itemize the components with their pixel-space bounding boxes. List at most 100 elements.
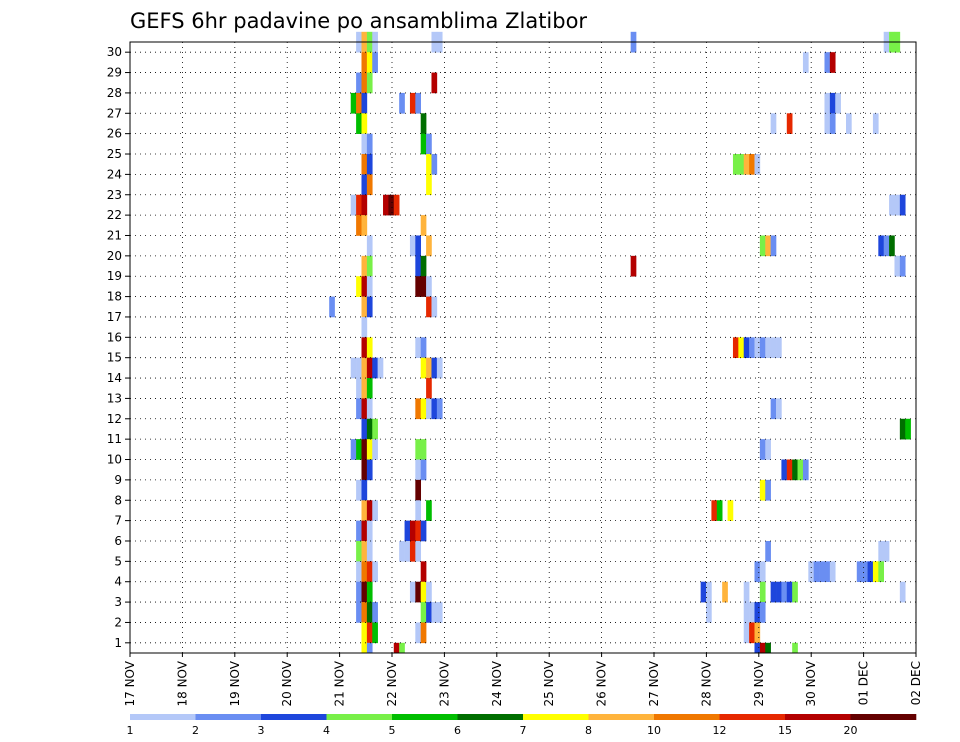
heatmap-cell: [350, 194, 357, 216]
x-axis-ticks: 17 NOV 18 NOV 19 NOV 20 NOV 21 NOV 22 NOV 23 N…: [123, 653, 923, 707]
colorbar-swatch: [195, 714, 262, 720]
heatmap-cell: [356, 439, 362, 460]
heatmap-cell: [361, 500, 368, 521]
heatmap-cell: [409, 520, 416, 542]
colorbar-swatch: [588, 714, 655, 720]
heatmap-cell: [366, 439, 373, 460]
heatmap-cell: [361, 296, 368, 318]
heatmap-cell: [356, 215, 362, 236]
heatmap-cell: [824, 113, 831, 134]
heatmap-cell: [372, 500, 378, 521]
heatmap-cell: [415, 235, 422, 257]
heatmap-cell: [426, 276, 432, 297]
heatmap-cell: [738, 337, 745, 358]
heatmap-cell: [366, 133, 373, 155]
heatmap-cell: [420, 398, 427, 420]
y-tick-label: 14: [107, 371, 122, 385]
colorbar-label: 8: [585, 724, 592, 737]
y-tick-label: 26: [107, 127, 122, 141]
heatmap-cell: [867, 561, 874, 583]
heatmap-cell: [894, 255, 901, 277]
heatmap-cell: [366, 337, 373, 358]
x-tick-label: 26 NOV: [595, 660, 609, 706]
heatmap-cell: [426, 602, 432, 623]
x-tick-label: 23 NOV: [437, 660, 451, 706]
heatmap-cell: [415, 540, 422, 562]
heatmap-cell: [372, 602, 378, 623]
heatmap-cell: [436, 398, 443, 420]
heatmap-cell: [426, 581, 432, 603]
heatmap-cell: [356, 398, 362, 420]
heatmap-cell: [846, 113, 852, 134]
heatmap-cell: [749, 622, 755, 644]
heatmap-cell: [356, 581, 362, 603]
heatmap-cell: [732, 154, 739, 175]
heatmap-cell: [366, 581, 373, 603]
heatmap-cell: [415, 439, 422, 460]
heatmap-cell: [361, 113, 368, 134]
y-tick-label: 2: [114, 615, 122, 629]
x-tick-label: 25 NOV: [542, 660, 556, 706]
heatmap-cell: [765, 439, 771, 460]
heatmap-cell: [415, 581, 422, 603]
heatmap-cell: [431, 602, 438, 623]
heatmap-cell: [350, 357, 357, 379]
heatmap-cell: [813, 561, 820, 583]
y-tick-label: 18: [107, 290, 122, 304]
heatmap-cell: [770, 113, 777, 134]
heatmap-cell: [356, 113, 362, 134]
heatmap-cell: [426, 174, 432, 196]
heatmap-cell: [781, 459, 788, 481]
heatmap-cell: [350, 439, 357, 460]
heatmap-cell: [356, 479, 362, 501]
heatmap-cell: [781, 581, 788, 603]
heatmap-cell: [765, 337, 771, 358]
heatmap-cell: [404, 520, 411, 542]
heatmap-cell: [426, 133, 432, 155]
heatmap-cell: [743, 154, 750, 175]
heatmap-cell: [366, 357, 373, 379]
heatmap-cell: [786, 581, 793, 603]
heatmap-cell: [361, 418, 368, 440]
heatmap-cell: [420, 439, 427, 460]
y-tick-label: 25: [107, 147, 122, 161]
heatmap-cell: [431, 398, 438, 420]
heatmap-cell: [361, 581, 368, 603]
heatmap-cell: [356, 276, 362, 297]
y-tick-label: 17: [107, 310, 122, 324]
heatmap-cell: [754, 642, 761, 654]
heatmap-cell: [770, 581, 777, 603]
heatmap-cell: [889, 194, 895, 216]
heatmap-cell: [426, 235, 432, 257]
heatmap-cell: [711, 500, 718, 521]
x-tick-label: 19 NOV: [228, 660, 242, 706]
x-tick-label: 21 NOV: [333, 660, 347, 706]
heatmap-cell: [431, 154, 438, 175]
heatmap-cell: [878, 561, 884, 583]
heatmap-cell: [361, 540, 368, 562]
heatmap-cell: [415, 459, 422, 481]
heatmap-cell: [415, 92, 422, 114]
heatmap-cell: [361, 602, 368, 623]
heatmap-cell: [759, 235, 766, 257]
heatmap-cell: [732, 337, 739, 358]
heatmap-cell: [361, 479, 368, 501]
colorbar-swatch: [130, 714, 196, 720]
heatmap-cell: [420, 357, 427, 379]
y-tick-label: 7: [114, 514, 122, 528]
x-tick-label: 28 NOV: [699, 660, 713, 706]
heatmap-cell: [361, 642, 368, 654]
y-tick-label: 28: [107, 86, 122, 100]
heatmap-cell: [356, 92, 362, 114]
heatmap-cell: [765, 540, 771, 562]
heatmap-cell: [835, 92, 841, 114]
heatmap-cell: [738, 154, 745, 175]
heatmap-cell: [754, 154, 761, 175]
heatmap-cell: [361, 357, 368, 379]
heatmap-cell: [754, 561, 761, 583]
heatmap-cell: [393, 642, 400, 654]
heatmap-cell: [426, 398, 432, 420]
heatmap-cell: [420, 276, 427, 297]
y-tick-label: 5: [114, 554, 122, 568]
